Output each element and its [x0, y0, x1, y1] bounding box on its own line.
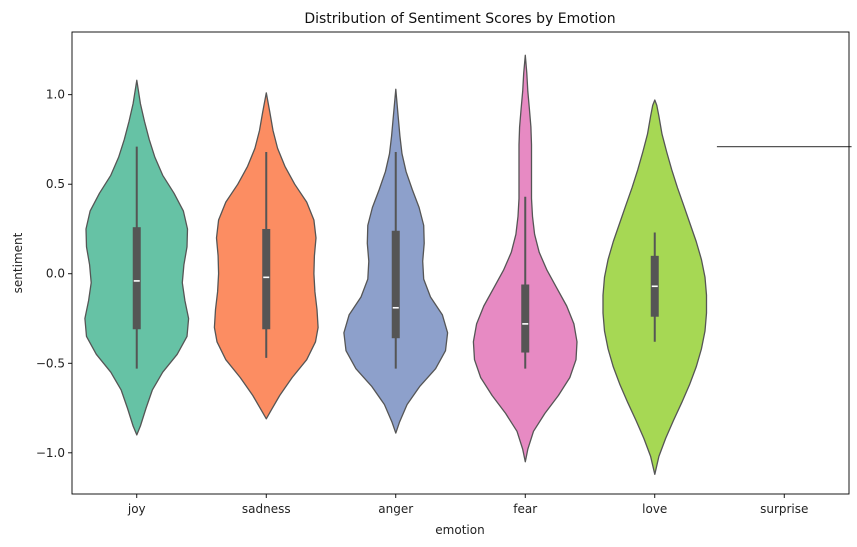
x-tick-label: sadness: [242, 502, 291, 516]
violin-joy: [84, 79, 190, 436]
violin-iqr-box: [132, 227, 141, 330]
violin-fear: [472, 54, 578, 463]
violin-love: [602, 99, 708, 475]
violin-sadness: [213, 92, 319, 420]
y-tick-label: 1.0: [46, 88, 65, 102]
y-tick-label: −0.5: [36, 356, 65, 370]
y-tick-label: 0.0: [46, 267, 65, 281]
y-tick-label: 0.5: [46, 177, 65, 191]
violin-iqr-box: [262, 228, 271, 330]
x-tick-label: joy: [127, 502, 146, 516]
y-axis: −1.0 −0.5 0.0 0.5 1.0: [36, 88, 72, 460]
violin-anger: [343, 88, 449, 434]
y-axis-label: sentiment: [11, 232, 25, 293]
x-axis: joy sadness anger fear love surprise: [127, 494, 808, 516]
violin-iqr-box: [521, 284, 530, 353]
violin-iqr-box: [391, 230, 400, 339]
x-tick-label: surprise: [760, 502, 808, 516]
plot-area: [84, 54, 852, 475]
x-axis-label: emotion: [435, 523, 484, 537]
y-tick-label: −1.0: [36, 446, 65, 460]
chart-title: Distribution of Sentiment Scores by Emot…: [304, 11, 615, 27]
plot-frame: [71, 31, 850, 495]
x-tick-label: anger: [378, 502, 413, 516]
x-tick-label: fear: [513, 502, 537, 516]
x-tick-label: love: [642, 502, 667, 516]
